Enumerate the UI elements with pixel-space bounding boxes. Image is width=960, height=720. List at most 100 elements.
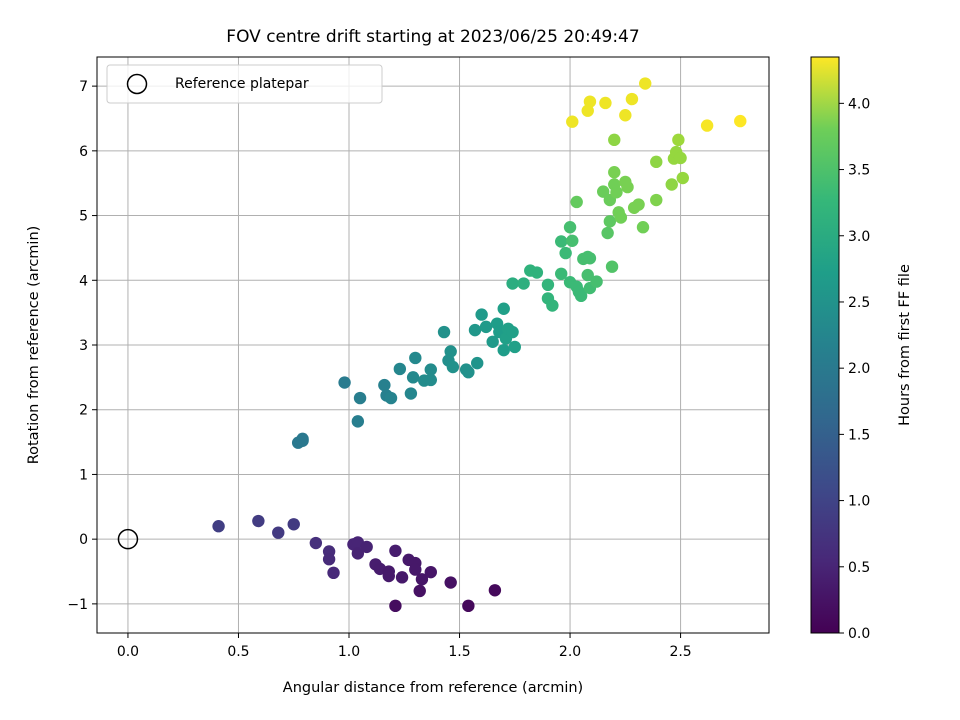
data-point bbox=[444, 345, 457, 358]
data-point bbox=[610, 186, 623, 199]
data-point bbox=[409, 563, 422, 576]
data-point bbox=[462, 365, 475, 379]
data-point bbox=[471, 356, 484, 370]
colorbar-tick-label: 4.0 bbox=[848, 96, 870, 112]
reference-marker bbox=[117, 528, 139, 550]
data-point bbox=[574, 289, 588, 303]
data-point bbox=[353, 391, 367, 405]
colorbar-tick-label: 0.0 bbox=[848, 626, 870, 642]
x-axis-ticks: 0.0 0.5 1.0 1.5 2.0 2.5 bbox=[117, 633, 692, 660]
data-point bbox=[393, 362, 407, 376]
data-point bbox=[614, 211, 628, 224]
data-point bbox=[700, 119, 714, 132]
data-point bbox=[444, 576, 457, 589]
data-point bbox=[601, 226, 614, 240]
data-point bbox=[413, 584, 426, 598]
data-point bbox=[608, 166, 621, 179]
data-point bbox=[625, 92, 639, 106]
data-point bbox=[583, 252, 597, 265]
colorbar-tick-label: 3.0 bbox=[848, 229, 870, 245]
y-tick-label: 7 bbox=[79, 79, 88, 95]
legend-box bbox=[106, 64, 383, 104]
data-point bbox=[378, 378, 391, 392]
data-point bbox=[621, 180, 634, 194]
y-tick-label: 2 bbox=[79, 403, 88, 419]
data-point bbox=[389, 544, 402, 558]
data-point bbox=[555, 267, 568, 281]
x-tick-label: 1.5 bbox=[448, 644, 470, 660]
x-tick-label: 1.0 bbox=[338, 644, 360, 660]
colorbar-tick-label: 2.0 bbox=[848, 361, 870, 377]
grid-lines bbox=[97, 57, 769, 633]
data-point bbox=[605, 260, 619, 273]
data-point bbox=[632, 198, 645, 211]
data-point bbox=[676, 171, 689, 185]
colorbar-tick-label: 0.5 bbox=[848, 560, 870, 576]
data-point bbox=[322, 553, 336, 566]
data-point bbox=[597, 185, 610, 198]
data-point bbox=[566, 234, 579, 248]
data-point bbox=[497, 302, 510, 315]
data-point bbox=[360, 540, 373, 554]
colorbar-gradient bbox=[810, 56, 840, 634]
colorbar-tick-label: 2.5 bbox=[848, 295, 870, 311]
data-point bbox=[212, 520, 225, 533]
colorbar-tick-label: 1.0 bbox=[848, 494, 870, 510]
colorbar-label: Hours from first FF file bbox=[897, 264, 913, 426]
data-point bbox=[581, 268, 594, 282]
data-point bbox=[389, 599, 402, 613]
data-point bbox=[599, 96, 612, 110]
legend: Reference platepar bbox=[106, 64, 383, 104]
data-point bbox=[619, 109, 632, 122]
data-point bbox=[541, 278, 555, 292]
data-point bbox=[563, 221, 577, 234]
data-point bbox=[327, 566, 340, 580]
data-point bbox=[384, 391, 398, 405]
data-point bbox=[252, 514, 265, 528]
data-point bbox=[486, 335, 499, 348]
y-axis-label: Rotation from reference (arcmin) bbox=[26, 226, 42, 465]
data-point bbox=[475, 308, 488, 321]
data-point bbox=[351, 547, 365, 560]
x-tick-label: 2.5 bbox=[669, 644, 691, 660]
y-tick-label: 3 bbox=[79, 338, 88, 354]
colorbar-ticks: 0.0 0.5 1.0 1.5 2.0 2.5 3.0 3.5 4.0 bbox=[839, 96, 870, 642]
data-point bbox=[424, 373, 437, 387]
data-point bbox=[424, 363, 437, 376]
y-tick-label: 1 bbox=[79, 467, 88, 483]
data-point bbox=[272, 526, 285, 539]
y-tick-label: 6 bbox=[79, 144, 88, 160]
y-tick-label: 5 bbox=[79, 209, 88, 225]
x-tick-label: 0.0 bbox=[117, 644, 139, 660]
data-point bbox=[508, 340, 521, 354]
data-point bbox=[506, 325, 519, 339]
data-point bbox=[636, 221, 650, 234]
colorbar-tick-label: 3.5 bbox=[848, 163, 870, 179]
plot-area: 0.0 0.5 1.0 1.5 2.0 2.5 −1 0 1 2 3 4 5 6 7 bbox=[67, 56, 770, 660]
data-point bbox=[351, 415, 365, 428]
legend-label: Reference platepar bbox=[175, 76, 309, 92]
data-point bbox=[406, 371, 420, 384]
data-point bbox=[462, 599, 475, 613]
data-point bbox=[555, 235, 568, 248]
data-point bbox=[497, 343, 510, 357]
data-point bbox=[488, 584, 502, 597]
data-point bbox=[650, 193, 663, 207]
chart-title: FOV centre drift starting at 2023/06/25 … bbox=[226, 27, 639, 47]
data-point bbox=[608, 133, 621, 147]
data-point bbox=[665, 178, 678, 191]
y-tick-label: 4 bbox=[79, 273, 88, 289]
data-point bbox=[590, 275, 603, 288]
data-point bbox=[382, 565, 395, 578]
data-point bbox=[650, 155, 663, 169]
x-tick-label: 0.5 bbox=[227, 644, 249, 660]
y-tick-label: −1 bbox=[67, 597, 88, 613]
data-point bbox=[583, 95, 597, 108]
colorbar-tick-label: 1.5 bbox=[848, 427, 870, 443]
data-point bbox=[517, 277, 530, 290]
data-point bbox=[672, 133, 685, 147]
data-point bbox=[409, 351, 422, 365]
data-point bbox=[566, 115, 579, 128]
y-tick-label: 0 bbox=[79, 532, 88, 548]
